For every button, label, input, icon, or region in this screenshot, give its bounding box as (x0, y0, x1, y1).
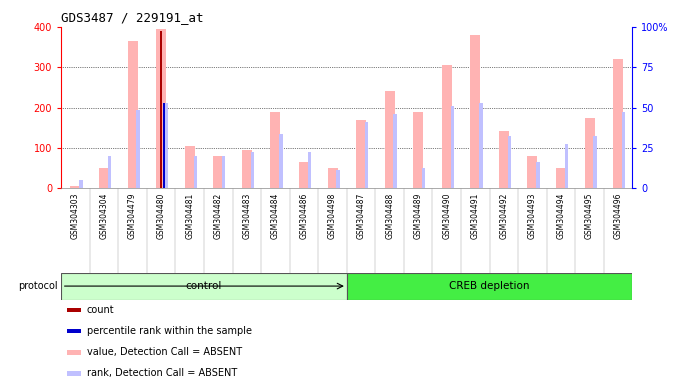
Bar (242, 150, 252, 188)
Text: GSM304498: GSM304498 (328, 192, 337, 239)
Bar (299, 162, 309, 188)
Bar (108, 156, 112, 188)
Bar (80, 180, 83, 188)
Text: GSM304304: GSM304304 (99, 192, 109, 239)
Bar (128, 41, 137, 188)
Bar (585, 118, 594, 188)
Bar (347, 273, 632, 300)
Text: GSM304486: GSM304486 (299, 192, 309, 239)
Text: GSM304496: GSM304496 (613, 192, 623, 239)
Bar (279, 134, 283, 188)
Bar (337, 170, 340, 188)
Text: GSM304490: GSM304490 (442, 192, 452, 239)
Bar (137, 109, 140, 188)
Bar (528, 156, 537, 188)
Bar (594, 136, 597, 188)
Bar (556, 168, 566, 188)
Bar (356, 120, 366, 188)
Text: GSM304493: GSM304493 (528, 192, 537, 239)
Bar (71, 186, 80, 188)
Text: rank, Detection Call = ABSENT: rank, Detection Call = ABSENT (87, 368, 237, 379)
Bar (67, 308, 81, 312)
Bar (251, 152, 254, 188)
Text: CREB depletion: CREB depletion (449, 281, 530, 291)
Bar (508, 136, 511, 188)
Text: GSM304489: GSM304489 (413, 192, 423, 239)
Bar (222, 156, 226, 188)
Bar (271, 112, 280, 188)
Text: percentile rank within the sample: percentile rank within the sample (87, 326, 252, 336)
Bar (479, 104, 483, 188)
Bar (67, 371, 81, 376)
Text: GSM304488: GSM304488 (385, 192, 394, 238)
Bar (565, 144, 568, 188)
Text: GSM304303: GSM304303 (71, 192, 80, 239)
Bar (622, 112, 626, 188)
Text: GSM304483: GSM304483 (242, 192, 252, 239)
Text: GSM304480: GSM304480 (156, 192, 166, 239)
Bar (194, 156, 197, 188)
Bar (165, 104, 169, 188)
Text: control: control (186, 281, 222, 291)
Text: GSM304482: GSM304482 (214, 192, 223, 238)
Bar (422, 168, 426, 188)
Bar (214, 156, 223, 188)
Text: value, Detection Call = ABSENT: value, Detection Call = ABSENT (87, 347, 242, 358)
Bar (413, 112, 423, 188)
Bar (67, 329, 81, 333)
Text: GSM304479: GSM304479 (128, 192, 137, 239)
Bar (385, 91, 394, 188)
Bar (67, 350, 81, 354)
Text: GSM304494: GSM304494 (556, 192, 566, 239)
Text: count: count (87, 305, 114, 315)
Text: GSM304491: GSM304491 (471, 192, 480, 239)
Text: GSM304492: GSM304492 (499, 192, 509, 239)
Bar (442, 65, 452, 188)
Text: GSM304484: GSM304484 (271, 192, 280, 239)
Bar (451, 106, 454, 188)
Bar (394, 114, 397, 188)
Text: GSM304495: GSM304495 (585, 192, 594, 239)
Bar (308, 152, 311, 188)
Bar (61, 273, 347, 300)
Bar (365, 122, 369, 188)
Text: protocol: protocol (18, 281, 58, 291)
Bar (537, 162, 540, 188)
Text: GSM304487: GSM304487 (356, 192, 366, 239)
Text: GDS3487 / 229191_at: GDS3487 / 229191_at (61, 11, 204, 24)
Bar (499, 131, 509, 188)
Bar (185, 146, 194, 188)
Bar (163, 104, 165, 188)
Bar (99, 168, 109, 188)
Bar (471, 35, 480, 188)
Bar (156, 29, 166, 188)
Text: GSM304481: GSM304481 (185, 192, 194, 238)
Bar (613, 59, 623, 188)
Bar (328, 168, 337, 188)
Bar (160, 31, 162, 188)
